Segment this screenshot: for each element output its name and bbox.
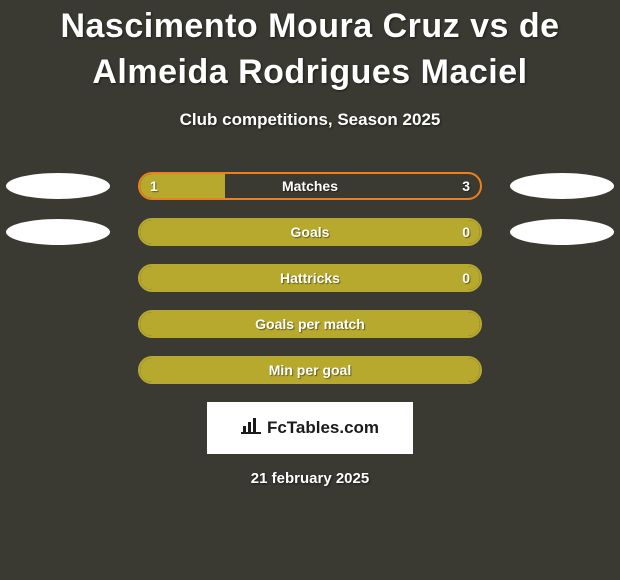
source-badge: FcTables.com <box>207 402 413 454</box>
left-spacer <box>6 311 110 337</box>
stat-right-value: 3 <box>462 178 470 194</box>
stat-right-value: 0 <box>462 270 470 286</box>
right-spacer <box>510 265 614 291</box>
stat-row: Goals 0 <box>0 218 620 246</box>
stat-label: Matches <box>282 178 338 194</box>
stat-bar: Min per goal <box>138 356 482 384</box>
stat-left-value: 1 <box>150 178 158 194</box>
stat-bar: 1 Matches 3 <box>138 172 482 200</box>
left-spacer <box>6 265 110 291</box>
stat-label: Goals per match <box>255 316 365 332</box>
left-oval <box>6 173 110 199</box>
stat-row: Hattricks 0 <box>0 264 620 292</box>
badge-inner: FcTables.com <box>241 416 379 439</box>
bar-chart-icon <box>241 416 261 439</box>
subtitle: Club competitions, Season 2025 <box>0 110 620 130</box>
date-label: 21 february 2025 <box>0 470 620 487</box>
stat-row: 1 Matches 3 <box>0 172 620 200</box>
stat-row: Goals per match <box>0 310 620 338</box>
stat-label: Hattricks <box>280 270 340 286</box>
left-spacer <box>6 357 110 383</box>
right-spacer <box>510 357 614 383</box>
right-spacer <box>510 311 614 337</box>
badge-text: FcTables.com <box>267 418 379 438</box>
right-oval <box>510 219 614 245</box>
stat-rows: 1 Matches 3 Goals 0 Hattricks 0 Goals per match… <box>0 172 620 384</box>
stat-label: Min per goal <box>269 362 351 378</box>
stat-row: Min per goal <box>0 356 620 384</box>
stat-label: Goals <box>291 224 330 240</box>
stat-bar: Goals per match <box>138 310 482 338</box>
stat-bar: Hattricks 0 <box>138 264 482 292</box>
page-title: Nascimento Moura Cruz vs de Almeida Rodr… <box>0 4 620 96</box>
left-oval <box>6 219 110 245</box>
right-oval <box>510 173 614 199</box>
infographic-container: Nascimento Moura Cruz vs de Almeida Rodr… <box>0 0 620 487</box>
stat-right-value: 0 <box>462 224 470 240</box>
stat-bar: Goals 0 <box>138 218 482 246</box>
